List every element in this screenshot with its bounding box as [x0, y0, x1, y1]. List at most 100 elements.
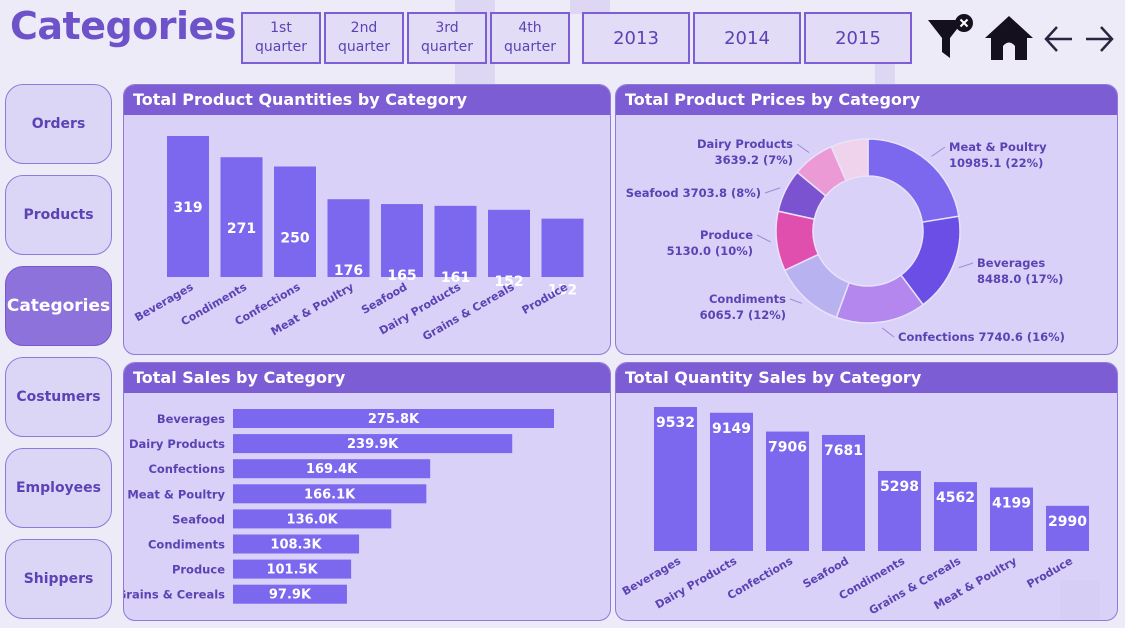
- data-label: 2990: [1048, 514, 1087, 530]
- category-label: Grains & Cereals: [867, 554, 963, 617]
- data-label: 239.9K: [347, 437, 399, 452]
- slicer-label: quarter: [255, 39, 307, 55]
- slice-label: Beverages: [977, 256, 1045, 270]
- slice: [830, 138, 869, 182]
- prices-donut-chart: Meat & Poultry 10985.1 (22%) Beverages 8488…: [626, 137, 1065, 344]
- quarter-slicer-2nd[interactable]: 2nd quarter: [324, 12, 404, 64]
- bar: [766, 431, 809, 551]
- data-label: 9149: [712, 421, 751, 437]
- bar: [654, 407, 697, 551]
- leader-line: [789, 298, 803, 304]
- nav-shippers[interactable]: Shippers: [5, 539, 112, 619]
- leader-line: [764, 187, 781, 194]
- prices-chart-panel: Total Product Prices by Category Meat & …: [615, 84, 1118, 355]
- bar: [990, 487, 1033, 551]
- data-label: 271: [227, 221, 256, 237]
- quarter-slicer-3rd[interactable]: 3rd quarter: [407, 12, 487, 64]
- bar: [934, 482, 977, 551]
- year-slicer-2014[interactable]: 2014: [693, 12, 801, 64]
- bar: [233, 459, 431, 479]
- category-label: Seafood: [172, 512, 225, 526]
- bar: [233, 559, 352, 579]
- bar: [488, 209, 530, 277]
- nav-categories[interactable]: Categories: [5, 266, 112, 346]
- slice-label: Confections 7740.6 (16%): [898, 330, 1065, 344]
- bar: [710, 412, 753, 551]
- bar: [381, 204, 423, 277]
- bar: [274, 166, 316, 277]
- category-label: Produce: [1025, 554, 1075, 591]
- bar: [233, 434, 513, 454]
- slicer-label: 2nd: [350, 20, 378, 36]
- slice-label: 6065.7 (12%): [700, 308, 786, 322]
- slice-label: 8488.0 (17%): [977, 272, 1063, 286]
- chart-title: Total Quantity Sales by Category: [616, 363, 1117, 393]
- forward-arrow-icon[interactable]: [1082, 12, 1116, 64]
- slice-label: 3639.2 (7%): [715, 153, 793, 167]
- quantities-bar-chart: 319Beverages271Condiments250Confections1…: [133, 136, 584, 343]
- year-slicer-2015[interactable]: 2015: [804, 12, 912, 64]
- sales-chart-panel: Total Sales by Category 275.8K Beverages 2…: [123, 362, 611, 621]
- slice: [867, 138, 960, 224]
- home-icon[interactable]: [983, 12, 1033, 64]
- qty-sales-chart-panel: Total Quantity Sales by Category 9532 Bev…: [615, 362, 1118, 621]
- leader-line: [931, 146, 946, 157]
- slicer-label: quarter: [338, 39, 390, 55]
- data-label: 132: [548, 283, 577, 299]
- quarter-slicer-4th[interactable]: 4th quarter: [490, 12, 570, 64]
- quarter-slicer-1st[interactable]: 1st quarter: [241, 12, 321, 64]
- bar: [167, 136, 209, 277]
- data-label: 161: [441, 270, 470, 286]
- bar: [220, 157, 263, 277]
- bar: [541, 218, 584, 277]
- category-label: Grains & Cereals: [124, 588, 225, 602]
- slice-label: 10985.1 (22%): [949, 156, 1043, 170]
- data-label: 7681: [824, 443, 863, 459]
- back-arrow-icon[interactable]: [1042, 12, 1076, 64]
- bar: [233, 484, 427, 504]
- slice-label: Produce: [700, 228, 753, 242]
- data-label: 250: [280, 230, 309, 246]
- slice-label: Meat & Poultry: [949, 140, 1047, 154]
- data-label: 97.9K: [269, 588, 312, 603]
- category-label: Beverages: [157, 412, 225, 426]
- data-label: 319: [173, 200, 202, 216]
- bar: [822, 434, 865, 551]
- data-label: 4562: [936, 490, 975, 506]
- nav-products[interactable]: Products: [5, 175, 112, 255]
- leader-line: [756, 234, 771, 243]
- slicer-label: quarter: [421, 39, 473, 55]
- category-label: Confections: [148, 462, 225, 476]
- data-label: 152: [494, 274, 523, 290]
- category-label: Grains & Cereals: [420, 280, 516, 343]
- bar: [878, 470, 921, 551]
- year-slicer-2013[interactable]: 2013: [582, 12, 690, 64]
- slice-label: Condiments: [709, 292, 786, 306]
- slicer-label: quarter: [504, 39, 556, 55]
- data-label: 166.1K: [304, 487, 356, 502]
- slicer-label: 4th: [518, 20, 542, 36]
- slicer-label: 1st: [270, 20, 292, 36]
- slice-label: Dairy Products: [697, 137, 793, 151]
- leader-line: [958, 262, 974, 269]
- quantities-chart-panel: Total Product Quantities by Category 319…: [123, 84, 611, 355]
- category-label: Condiments: [148, 538, 225, 552]
- data-label: 108.3K: [270, 538, 322, 553]
- chart-title: Total Product Quantities by Category: [124, 85, 610, 115]
- bar: [233, 509, 392, 529]
- clear-filter-icon[interactable]: [922, 12, 973, 64]
- nav-costumers[interactable]: Costumers: [5, 357, 112, 437]
- slicer-label: 3rd: [435, 20, 459, 36]
- data-label: 5298: [880, 479, 919, 495]
- leader-line: [881, 327, 895, 338]
- data-label: 165: [387, 268, 416, 284]
- slice-label: Seafood 3703.8 (8%): [626, 186, 761, 200]
- data-label: 4199: [992, 496, 1031, 512]
- data-label: 101.5K: [266, 563, 318, 578]
- category-label: Dairy Products: [129, 437, 225, 451]
- nav-orders[interactable]: Orders: [5, 84, 112, 164]
- data-label: 9532: [656, 415, 695, 431]
- data-label: 275.8K: [368, 412, 420, 427]
- nav-employees[interactable]: Employees: [5, 448, 112, 528]
